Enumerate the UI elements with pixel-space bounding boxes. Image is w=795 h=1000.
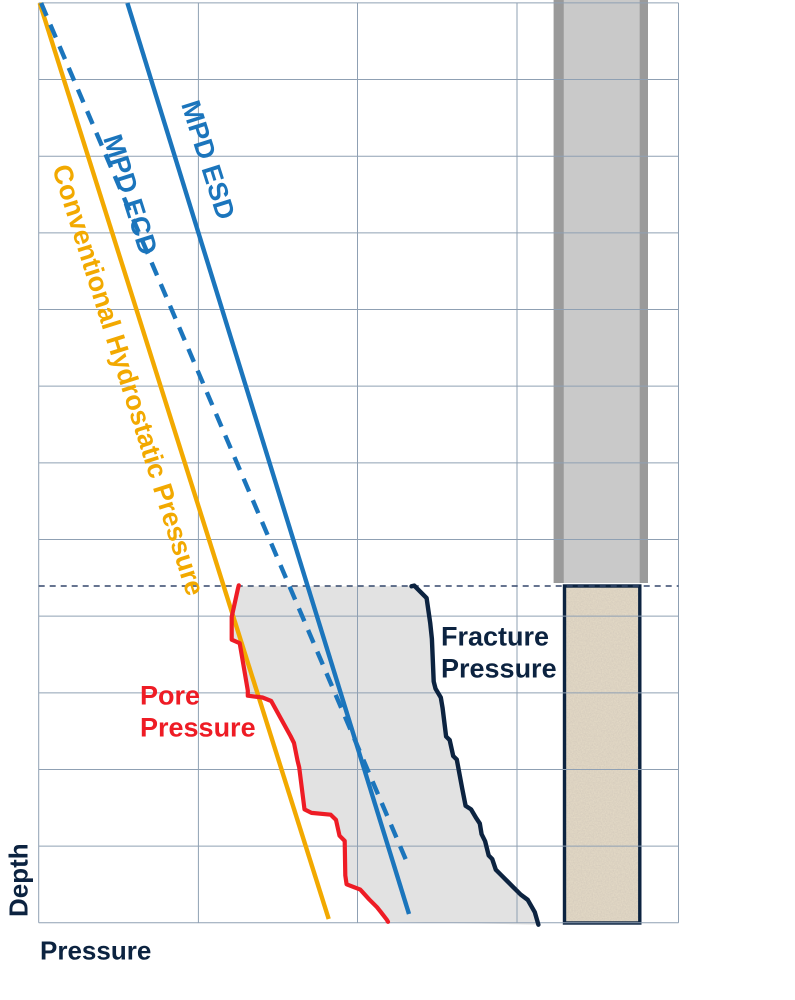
svg-text:Pressure: Pressure xyxy=(441,653,557,683)
svg-text:Depth: Depth xyxy=(4,843,34,917)
svg-text:Pressure: Pressure xyxy=(40,936,151,966)
svg-text:Fracture: Fracture xyxy=(441,621,549,651)
svg-text:MPD ESD: MPD ESD xyxy=(175,97,241,223)
svg-text:Pressure: Pressure xyxy=(140,713,256,743)
svg-text:Pore: Pore xyxy=(140,681,200,711)
svg-text:MPD ECD: MPD ECD xyxy=(97,131,163,259)
